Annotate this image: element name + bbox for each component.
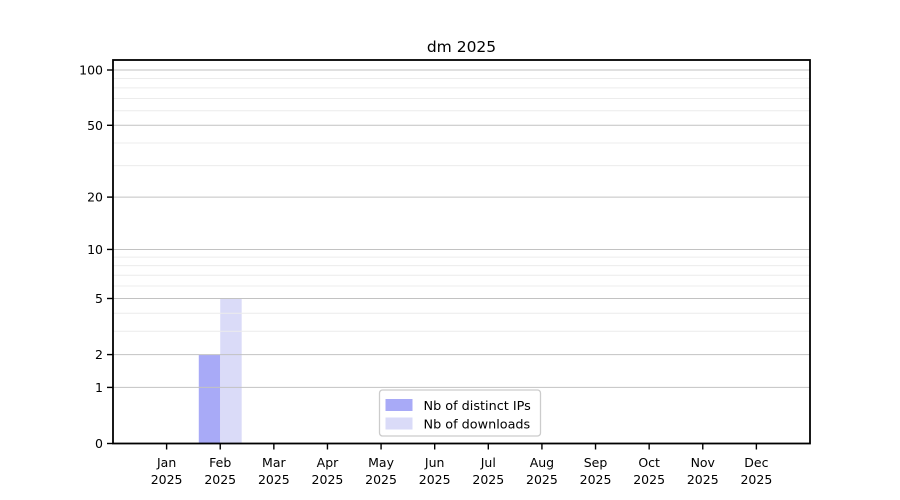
x-axis-tick-label-month: Feb <box>209 455 231 470</box>
legend-swatch-distinct-ips <box>385 399 413 411</box>
y-axis-tick-label: 5 <box>95 291 103 306</box>
x-axis-tick-label-month: Oct <box>638 455 660 470</box>
x-axis-tick-label-month: Jan <box>156 455 176 470</box>
x-axis-tick-label-year: 2025 <box>151 472 183 487</box>
x-axis-tick-label-month: May <box>368 455 394 470</box>
x-axis-tick-label-year: 2025 <box>419 472 451 487</box>
y-axis-tick-label: 0 <box>95 436 103 451</box>
legend <box>378 389 542 437</box>
bar-distinct-ips <box>198 354 221 444</box>
bar-downloads <box>220 298 242 444</box>
x-axis-tick-label-month: Sep <box>584 455 608 470</box>
y-axis-tick-label: 1 <box>95 380 103 395</box>
y-axis-tick-label: 20 <box>87 190 103 205</box>
x-axis-tick-label-month: Dec <box>744 455 768 470</box>
y-axis-tick-label: 10 <box>87 242 103 257</box>
x-axis-tick-label-year: 2025 <box>204 472 236 487</box>
plot-border <box>112 59 811 445</box>
y-axis-tick-label: 100 <box>79 63 103 78</box>
x-axis-tick-label-year: 2025 <box>365 472 397 487</box>
y-axis-tick-label: 2 <box>95 347 103 362</box>
x-axis-tick-label-year: 2025 <box>312 472 344 487</box>
x-axis-tick-label-month: Jul <box>480 455 496 470</box>
x-axis-tick-label-year: 2025 <box>580 472 612 487</box>
x-axis-tick-label-year: 2025 <box>258 472 290 487</box>
legend-label-distinct-ips: Nb of distinct IPs <box>424 399 532 414</box>
x-axis-tick-label-month: Jun <box>424 455 445 470</box>
x-axis-tick-label-month: Nov <box>691 455 716 470</box>
x-axis-tick-label-year: 2025 <box>472 472 504 487</box>
y-axis-tick-label: 50 <box>87 118 103 133</box>
x-axis-tick-label-year: 2025 <box>687 472 719 487</box>
x-axis-tick-label-year: 2025 <box>740 472 772 487</box>
x-axis-tick-label-month: Mar <box>262 455 286 470</box>
x-axis-tick-label-month: Aug <box>530 455 554 470</box>
chart-title: dm 2025 <box>427 38 496 56</box>
x-axis-tick-label-year: 2025 <box>526 472 558 487</box>
x-axis-tick-label-year: 2025 <box>633 472 665 487</box>
legend-label-downloads: Nb of downloads <box>424 418 531 433</box>
x-axis-tick-label-month: Apr <box>317 455 339 470</box>
legend-swatch-downloads <box>385 417 413 430</box>
